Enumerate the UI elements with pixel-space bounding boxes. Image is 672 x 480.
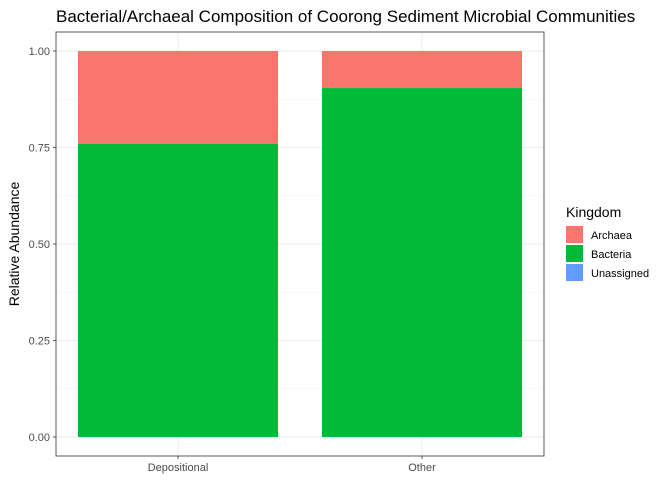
legend-key-unassigned [566, 264, 583, 281]
legend: Kingdom Archaea Bacteria Unassigned [566, 204, 649, 281]
legend-key-archaea [566, 226, 583, 243]
x-axis: Depositional Other [148, 456, 436, 474]
legend-title: Kingdom [566, 204, 621, 220]
bars [77, 51, 523, 437]
y-axis-title: Relative Abundance [6, 182, 22, 307]
y-tick-label: 0.75 [29, 143, 50, 155]
legend-key-bacteria [566, 245, 583, 262]
y-tick-label: 1.00 [29, 46, 50, 58]
x-tick-label: Depositional [148, 462, 209, 474]
y-tick-label: 0.00 [29, 432, 50, 444]
bar-bacteria-depositional [77, 143, 279, 437]
bar-archaea-depositional [77, 51, 279, 144]
legend-label-unassigned: Unassigned [591, 268, 649, 280]
legend-label-archaea: Archaea [591, 230, 633, 242]
y-tick-label: 0.50 [29, 239, 50, 251]
chart-title: Bacterial/Archaeal Composition of Cooron… [56, 7, 635, 26]
y-tick-label: 0.25 [29, 336, 50, 348]
x-tick-label: Other [408, 462, 436, 474]
bar-bacteria-other [321, 88, 523, 437]
y-axis: 0.00 0.25 0.50 0.75 1.00 [29, 46, 56, 444]
bar-archaea-other [321, 51, 523, 89]
legend-label-bacteria: Bacteria [591, 249, 632, 261]
